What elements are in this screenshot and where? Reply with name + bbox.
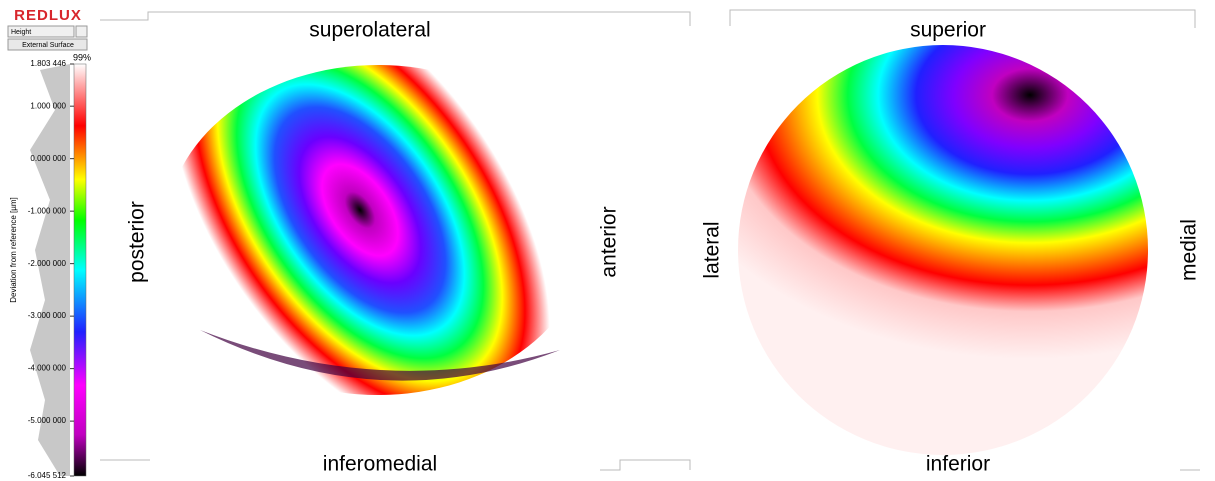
tick-label: -4.000 000 (28, 364, 67, 373)
view-label: superior (910, 19, 986, 42)
view-label: anterior (598, 206, 621, 277)
mode-label: Height (11, 29, 31, 36)
tick-label: -6.045 512 (28, 471, 67, 480)
tick-label: -3.000 000 (28, 311, 67, 320)
view-label: inferior (926, 453, 990, 476)
more-button[interactable] (76, 26, 87, 37)
view-label: lateral (701, 221, 724, 278)
tick-label: -5.000 000 (28, 416, 67, 425)
tick-label: -1.000 000 (28, 206, 67, 215)
percent: 99% (73, 52, 91, 62)
colorbar-label: Deviation from reference [µm] (9, 197, 18, 303)
colorbar (74, 64, 86, 476)
tick-label: -2.000 000 (28, 259, 67, 268)
tick-label: 1.000 000 (30, 101, 66, 110)
logo: REDLUX (14, 7, 82, 24)
view-label: superolateral (309, 19, 430, 42)
left-surface (166, 65, 590, 395)
histogram (30, 64, 70, 476)
surface-label: External Surface (22, 42, 74, 49)
right-surface (738, 45, 1148, 455)
viewer: REDLUX Height External Surface 99% Devia… (0, 0, 1215, 481)
view-label: medial (1178, 219, 1201, 281)
tick-label: 0.000 000 (30, 154, 66, 163)
view-label: inferomedial (323, 453, 437, 476)
view-label: posterior (126, 201, 149, 283)
tick-label: 1.803 446 (30, 59, 66, 68)
screen: REDLUX Height External Surface 99% Devia… (0, 0, 1215, 481)
